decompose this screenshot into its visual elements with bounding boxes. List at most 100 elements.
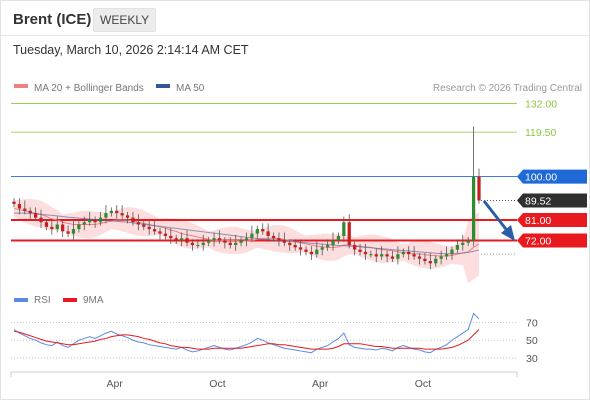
candle-body [412,254,416,257]
time-tick-label: Oct [209,378,225,390]
candle-body [347,222,351,246]
candle-body [82,222,86,225]
timeframe-badge[interactable]: WEEKLY [93,8,157,32]
candle-body [234,242,238,246]
candle-body [23,208,27,211]
level-tag-100-00 [517,169,587,184]
price-panel: 132.00 119.50 100.00 89.52 81.00 72.00 [11,99,587,284]
candle-body [28,210,32,214]
candle-body [369,254,373,256]
candle-body [66,231,70,234]
candle-body [401,251,405,255]
candle-body [190,242,195,246]
time-tick-label: Apr [312,378,329,390]
candle-body [407,251,411,255]
candle-body [331,240,335,246]
candle-body [55,224,59,230]
candle-body [471,176,476,241]
candle-body [142,224,146,227]
candle-body [363,251,368,255]
rsi-tick-label: 30 [526,353,538,365]
candle-body [380,254,384,257]
candle-body [277,238,281,241]
candle-body [385,254,389,257]
candle-body [250,233,254,239]
candle-body [196,245,200,247]
candle-body [93,219,97,223]
forecast-arrow-head [501,225,515,241]
level-label-132-00: 132.00 [525,99,557,111]
rsi-line [13,312,480,354]
candle-body [461,242,465,246]
candle-body [342,222,346,236]
candle-body [244,238,249,241]
rsi-tick-label: 70 [526,317,538,329]
candle-body [320,247,324,250]
candle-body [17,203,22,209]
candle-body [136,222,140,225]
candle-body [125,215,130,218]
candle-body [266,231,270,236]
rsi-ma-legend-label: 9MA [83,295,104,306]
candle-body [255,229,259,234]
candle-body [179,238,184,241]
candle-body [358,249,362,252]
candle-body [185,238,189,243]
candle-body [353,245,357,250]
candle-body [455,245,459,250]
candle-body [88,219,92,223]
rsi-tick-label: 50 [526,335,538,347]
candle-body [228,242,232,246]
candle-body [104,213,108,218]
candle-body [444,254,449,257]
candle-body [201,242,205,246]
level-label-100-00: 100.00 [525,172,557,184]
candle-body [271,235,276,239]
candle-body [423,258,427,262]
candle-body [147,226,151,230]
level-label-81-00: 81.00 [525,215,551,227]
candle-body [71,229,76,234]
candle-body [109,210,113,214]
candle-body [131,217,135,223]
candle-body [50,226,54,230]
ma20-legend-label: MA 20 + Bollinger Bands [34,83,144,94]
candle-body [217,238,222,241]
time-tick-label: Apr [107,378,124,390]
candle-body [304,249,308,252]
forecast-arrow-shaft [482,200,511,234]
candle-body [477,176,481,201]
candle-body [115,210,119,214]
candle-body [374,254,378,257]
candle-body [325,245,330,248]
candle-body [223,240,227,243]
candle-body [261,229,265,232]
candle-body [428,261,432,264]
rsi-ma-line [13,329,480,350]
candle-body [466,240,470,243]
rsi-legend-label: RSI [34,295,51,306]
candle-body [207,240,211,243]
rsi-panel: 70 50 30 [11,312,538,365]
level-label-72-00: 72.00 [525,235,551,247]
candle-body [390,256,395,259]
candle-body [174,238,178,241]
timestamp: Tuesday, March 10, 2026 2:14:14 AM CET [13,43,249,57]
candle-body [309,251,314,255]
candle-body [336,235,341,241]
time-tick-label: Oct [415,378,431,390]
candle-body [158,231,162,234]
candle-body [282,240,286,243]
ma20-legend-swatch [14,84,28,88]
candle-body [152,229,157,232]
candle-body [288,242,292,246]
header-divider [1,35,589,36]
candle-body [120,213,124,216]
candle-body [417,256,422,259]
candle-body [239,240,243,243]
candle-body [163,233,168,236]
ma50-legend-swatch [156,84,170,88]
candle-body [34,213,38,218]
